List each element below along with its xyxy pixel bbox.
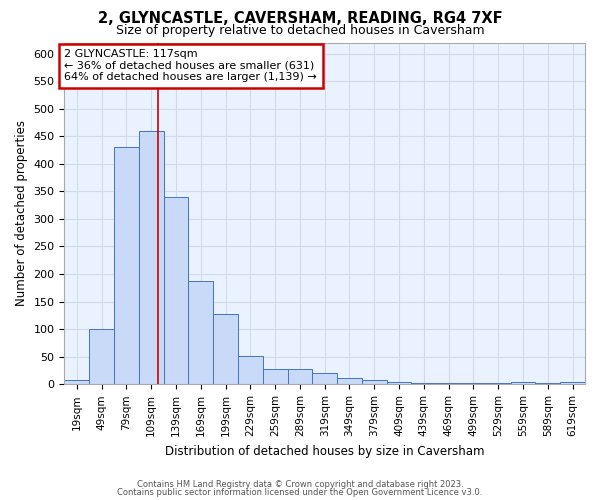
Text: Contains public sector information licensed under the Open Government Licence v3: Contains public sector information licen… (118, 488, 482, 497)
Bar (89, 329, 114, 384)
Y-axis label: Number of detached properties: Number of detached properties (15, 120, 28, 306)
X-axis label: Distribution of detached houses by size in Caversham: Distribution of detached houses by size … (165, 444, 484, 458)
Bar (337, 378, 362, 384)
Bar (114, 148, 139, 384)
Bar (486, 382, 511, 384)
Bar (412, 382, 436, 384)
Text: 2, GLYNCASTLE, CAVERSHAM, READING, RG4 7XF: 2, GLYNCASTLE, CAVERSHAM, READING, RG4 7… (98, 11, 502, 26)
Bar (188, 280, 213, 384)
Bar (64, 380, 89, 384)
Bar (560, 382, 585, 384)
Bar (164, 197, 188, 384)
Bar (263, 370, 287, 384)
Bar (511, 382, 535, 384)
Bar (535, 382, 560, 384)
Bar (287, 370, 313, 384)
Text: Size of property relative to detached houses in Caversham: Size of property relative to detached ho… (116, 24, 484, 37)
Text: Contains HM Land Registry data © Crown copyright and database right 2023.: Contains HM Land Registry data © Crown c… (137, 480, 463, 489)
Bar (362, 380, 386, 384)
Bar (386, 382, 412, 384)
Bar (213, 314, 238, 384)
Bar (461, 382, 486, 384)
Text: 2 GLYNCASTLE: 117sqm
← 36% of detached houses are smaller (631)
64% of detached : 2 GLYNCASTLE: 117sqm ← 36% of detached h… (64, 49, 317, 82)
Bar (313, 374, 337, 384)
Bar (436, 382, 461, 384)
Bar (139, 130, 164, 384)
Bar (238, 356, 263, 384)
